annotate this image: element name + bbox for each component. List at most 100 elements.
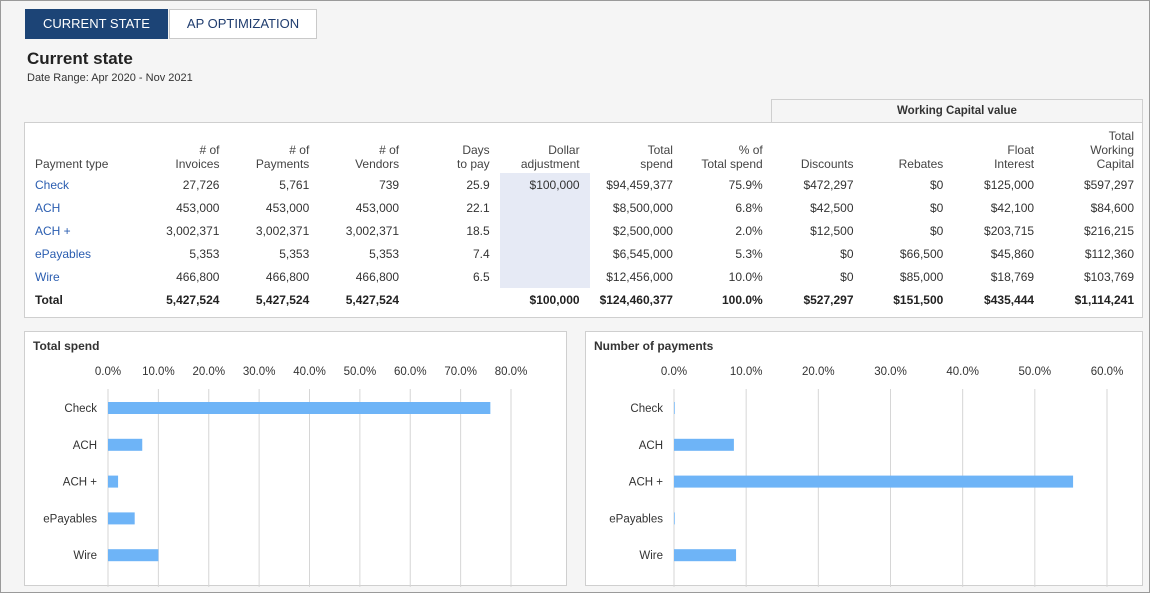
table-cell: $42,500	[810, 200, 854, 215]
x-tick-label: 40.0%	[293, 366, 326, 378]
table-cell: 10.0%	[728, 269, 763, 284]
payment-type-link[interactable]: Check	[35, 177, 70, 192]
x-tick-label: 40.0%	[946, 366, 979, 378]
dollar-adjustment-input[interactable]: $100,000	[499, 173, 590, 196]
table-cell: $1,114,241	[1074, 292, 1134, 307]
column-header: Payment type	[25, 123, 140, 173]
bar-epayables[interactable]	[674, 512, 675, 525]
page-title: Current state	[27, 49, 133, 68]
table-cell: 2.0%	[735, 223, 763, 238]
table-cell: Total	[35, 292, 63, 307]
column-header: Total spend	[590, 123, 683, 173]
table-cell: $216,215	[1083, 223, 1134, 238]
bar-wire[interactable]	[108, 549, 159, 562]
table-cell: 466,800	[265, 269, 310, 284]
column-header-text: to pay	[456, 157, 490, 171]
column-header-text: Float	[1007, 143, 1035, 157]
x-tick-label: 80.0%	[495, 366, 528, 378]
column-header-text: # of	[289, 143, 310, 157]
dollar-adjustment-input[interactable]	[499, 242, 590, 265]
table-cell: $6,545,000	[612, 246, 673, 261]
table-cell: 453,000	[176, 200, 220, 215]
bar-check[interactable]	[674, 402, 675, 414]
column-header-text: # of	[199, 143, 220, 157]
column-header: Float Interest	[953, 123, 1044, 173]
table-row: ACH + 3,002,371 3,002,371 3,002,371 18.5 $2,5…	[25, 219, 1144, 242]
table-cell: 27,726	[182, 177, 220, 192]
x-tick-label: 0.0%	[95, 366, 121, 378]
bar-epayables[interactable]	[108, 512, 135, 525]
column-header-text: % of	[738, 143, 763, 157]
table-cell: $100,000	[529, 292, 580, 307]
table-cell: 453,000	[355, 200, 400, 215]
column-header-text: Rebates	[898, 157, 944, 171]
category-label: ePayables	[609, 513, 663, 525]
number-of-payments-svg: 0.0% 10.0% 20.0% 30.0% 40.0% 50.0% 60.0% Check A…	[609, 366, 1123, 587]
table-cell: 7.4	[473, 246, 490, 261]
column-header-text: spend	[640, 157, 673, 171]
bar-check[interactable]	[108, 402, 491, 414]
category-label: Wire	[639, 550, 663, 562]
column-header-text: Invoices	[175, 157, 220, 171]
bar-ach[interactable]	[674, 438, 734, 451]
table-cell: $45,860	[990, 246, 1035, 261]
table-cell: $124,460,377	[599, 292, 673, 307]
column-header: Total Working Capital	[1044, 123, 1144, 173]
column-header: Days to pay	[409, 123, 500, 173]
category-label: Check	[64, 403, 97, 415]
table-cell: $42,100	[990, 200, 1035, 215]
table-cell: 5,353	[369, 246, 400, 261]
payment-type-link[interactable]: ePayables	[35, 246, 92, 261]
table-cell: $112,360	[1084, 246, 1134, 261]
table-cell: $12,456,000	[606, 269, 673, 284]
table-cell: $0	[929, 223, 944, 238]
table-cell: 3,002,371	[166, 223, 220, 238]
date-range: Date Range: Apr 2020 - Nov 2021	[27, 72, 193, 84]
dollar-adjustment-input[interactable]	[499, 219, 590, 242]
x-tick-label: 50.0%	[1019, 366, 1052, 378]
tab-ap-optimization[interactable]: AP OPTIMIZATION	[168, 9, 318, 39]
bar-wire[interactable]	[674, 549, 737, 562]
table-cell: 466,800	[176, 269, 220, 284]
category-label: ACH +	[63, 477, 97, 489]
x-tick-label: 0.0%	[661, 366, 687, 378]
tab-bar: CURRENT STATE AP OPTIMIZATION	[25, 9, 318, 39]
payment-type-link[interactable]: ACH	[35, 200, 61, 215]
category-label: ACH	[639, 440, 663, 452]
dollar-adjustment-input[interactable]	[499, 196, 590, 219]
bar-ach[interactable]	[108, 438, 143, 451]
total-spend-chart: Total spend 0.0% 10.0% 20.0% 30.0% 40.0% 50.0…	[24, 331, 567, 587]
table-header-row: Payment type # of Invoices # of Payments # of…	[25, 123, 1144, 173]
table-cell: $0	[929, 200, 944, 215]
table-cell: $103,769	[1083, 269, 1134, 284]
payment-type-link[interactable]: Wire	[35, 269, 60, 284]
x-tick-label: 10.0%	[730, 366, 763, 378]
table-cell: $66,500	[899, 246, 944, 261]
table-cell: 75.9%	[728, 177, 763, 192]
table-cell: 5,761	[279, 177, 310, 192]
bar-ach[interactable]	[108, 475, 119, 488]
column-header-text: Vendors	[355, 157, 400, 171]
table-cell: $151,500	[893, 292, 944, 307]
bar-ach[interactable]	[674, 475, 1074, 488]
column-header-text: Days	[462, 143, 490, 157]
table-cell: $84,600	[1090, 200, 1134, 215]
column-header: Rebates	[864, 123, 954, 173]
payment-type-link[interactable]: ACH +	[35, 223, 71, 238]
x-tick-label: 20.0%	[192, 366, 225, 378]
total-spend-svg: 0.0% 10.0% 20.0% 30.0% 40.0% 50.0% 60.0% 70.0% 8…	[43, 366, 528, 587]
column-header-text: Payments	[255, 157, 310, 171]
column-header: # of Invoices	[140, 123, 230, 173]
table-cell: 100.0%	[722, 292, 763, 307]
tab-current-state[interactable]: CURRENT STATE	[25, 9, 168, 39]
table-body: Check 27,726 5,761 739 25.9 $100,000 $94,459,3…	[25, 173, 1144, 311]
table-cell: 5,427,524	[255, 292, 310, 307]
table-cell: 5,427,524	[345, 292, 400, 307]
table-cell: 466,800	[355, 269, 400, 284]
chart-title: Number of payments	[594, 339, 714, 353]
dollar-adjustment-input[interactable]	[499, 265, 590, 288]
column-header-text: adjustment	[520, 157, 580, 171]
column-header-text: Total spend	[701, 157, 763, 171]
table-cell: 25.9	[466, 177, 490, 192]
